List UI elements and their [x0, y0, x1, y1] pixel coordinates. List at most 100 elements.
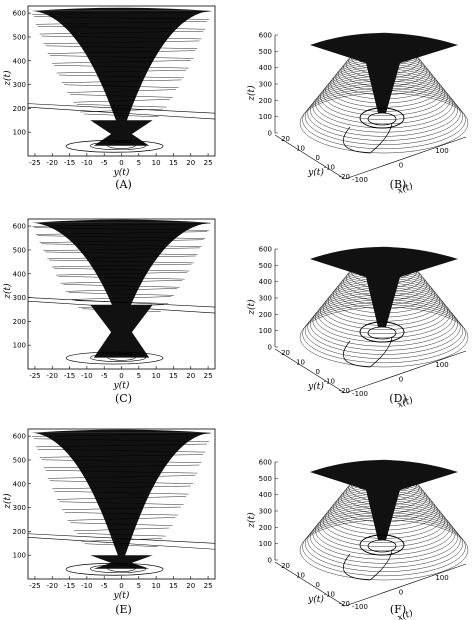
- panel-c: -25 -20 -15 -10 -5 0 5 10 15 20 25 100 200 300 400 500 6…: [2, 218, 216, 405]
- shell-line: [64, 84, 179, 88]
- z-tick-label: 500: [259, 475, 272, 483]
- x-tick-label: 10: [152, 159, 161, 167]
- shell-line: [45, 45, 198, 49]
- shell-line: [85, 543, 158, 547]
- panel-caption: (B): [390, 178, 407, 191]
- panel-caption: (E): [115, 603, 132, 616]
- z-tick-label: 500: [259, 48, 272, 56]
- shell-line: [67, 517, 176, 521]
- y-tick-label: -10: [324, 591, 335, 599]
- x-tick-label: -5: [101, 582, 108, 590]
- bottom-loop: [90, 353, 147, 362]
- bottom-loop: [359, 321, 405, 343]
- z-tick-label: 200: [259, 311, 272, 319]
- shell-line: [54, 491, 189, 495]
- panel-e: -25 -20 -15 -10 -5 0 5 10 15 20 25 100 200 300 400 500 6…: [2, 428, 216, 616]
- shell-line: [34, 16, 209, 20]
- x-tick-label: -100: [352, 176, 368, 184]
- shell-line: [41, 243, 202, 247]
- shell-line: [62, 506, 181, 511]
- y-tick-label: 400: [13, 57, 26, 65]
- shell-line: [35, 231, 208, 235]
- x-tick-label: 100: [435, 147, 448, 155]
- z-axis-label: z(t): [246, 299, 257, 316]
- x-tick-label: 100: [435, 361, 448, 369]
- z-axis-label: z(t): [246, 512, 257, 529]
- z-tick-label: 200: [259, 524, 272, 532]
- y-tick-label: 0: [316, 581, 320, 589]
- y-axis-label: y(t): [307, 594, 324, 605]
- z-tick-label: 600: [259, 32, 272, 40]
- shell-line: [59, 501, 184, 505]
- y-tick-label: 100: [13, 129, 26, 137]
- z-tick-label: 100: [259, 540, 272, 548]
- x-tick-label: 0: [119, 582, 123, 590]
- shell-line: [56, 496, 187, 500]
- bottom-loop: [107, 354, 136, 361]
- z-tick-label: 400: [259, 491, 272, 499]
- shell-line: [60, 280, 183, 284]
- y-axis-line: [274, 348, 346, 394]
- shell-line: [58, 276, 185, 280]
- shell-line: [49, 55, 194, 59]
- dense-core: [310, 33, 458, 113]
- x-axis-line: [344, 136, 467, 180]
- panel-b: 0100200300400500600z(t)-20-1001020y(t)-1…: [246, 32, 469, 197]
- shell-line: [81, 538, 162, 542]
- z-tick-label: 400: [259, 64, 272, 72]
- y-tick-label: 300: [13, 294, 26, 302]
- bottom-loop: [367, 112, 397, 126]
- shell-line: [45, 470, 198, 474]
- x-tick-label: -10: [81, 159, 92, 167]
- x-tick-label: -100: [352, 390, 368, 398]
- escape-line: [27, 533, 216, 544]
- y-axis-label: z(t): [2, 493, 13, 510]
- y-tick-label: 600: [13, 433, 26, 441]
- shell-line: [37, 26, 206, 30]
- y-tick-label: 100: [13, 552, 26, 560]
- y-tick-label: -20: [339, 387, 350, 395]
- x-axis-line: [344, 350, 467, 394]
- shell-line: [47, 475, 196, 479]
- shell-line: [43, 247, 200, 251]
- shell-line: [61, 79, 182, 84]
- shell-line: [52, 60, 191, 64]
- escape-line: [27, 297, 216, 308]
- x-tick-label: -15: [64, 582, 75, 590]
- escape-line: [27, 537, 216, 550]
- shell-line: [39, 239, 204, 243]
- bottom-loop: [359, 107, 405, 129]
- y-tick-label: 0: [316, 154, 320, 162]
- shell-line: [73, 99, 170, 103]
- x-tick-label: -20: [47, 159, 58, 167]
- y-tick-label: 20: [281, 135, 290, 143]
- z-tick-label: 100: [259, 113, 272, 121]
- dense-core: [310, 247, 458, 327]
- y-tick-label: 20: [281, 349, 290, 357]
- bottom-loop: [367, 326, 397, 340]
- x-axis-label: x(t): [396, 395, 415, 411]
- panel-caption: (F): [390, 603, 406, 616]
- shell-line: [71, 296, 172, 300]
- x-tick-label: 100: [435, 574, 448, 582]
- shell-line: [34, 438, 209, 442]
- bottom-loop: [359, 534, 405, 556]
- shell-line: [68, 292, 175, 296]
- panel-d: 0100200300400500600z(t)-20-1001020y(t)-1…: [246, 246, 469, 411]
- z-tick-label: 600: [259, 246, 272, 254]
- y-tick-label: 600: [13, 223, 26, 231]
- shell-line: [47, 50, 196, 54]
- trajectory-3d: [299, 32, 469, 154]
- z-tick-label: 0: [268, 344, 272, 352]
- y-tick-label: 500: [13, 33, 26, 41]
- panel-caption: (C): [115, 392, 132, 405]
- shell-line: [56, 271, 187, 276]
- shell-line: [39, 454, 204, 458]
- shell-line: [49, 480, 194, 484]
- shell-line: [64, 512, 179, 516]
- shell-line: [52, 485, 191, 490]
- x-axis-label: y(t): [113, 167, 130, 178]
- shell-line: [35, 21, 208, 25]
- y-axis-label: y(t): [307, 381, 324, 392]
